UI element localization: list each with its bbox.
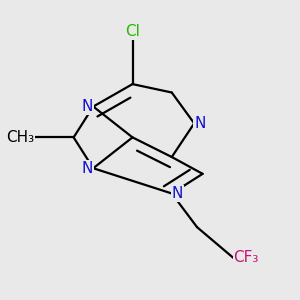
Text: N: N xyxy=(82,161,93,176)
Text: CF₃: CF₃ xyxy=(233,250,259,266)
Text: N: N xyxy=(82,99,93,114)
Text: N: N xyxy=(194,116,206,131)
Text: Cl: Cl xyxy=(125,24,140,39)
Text: N: N xyxy=(172,186,183,201)
Text: CH₃: CH₃ xyxy=(6,130,34,145)
